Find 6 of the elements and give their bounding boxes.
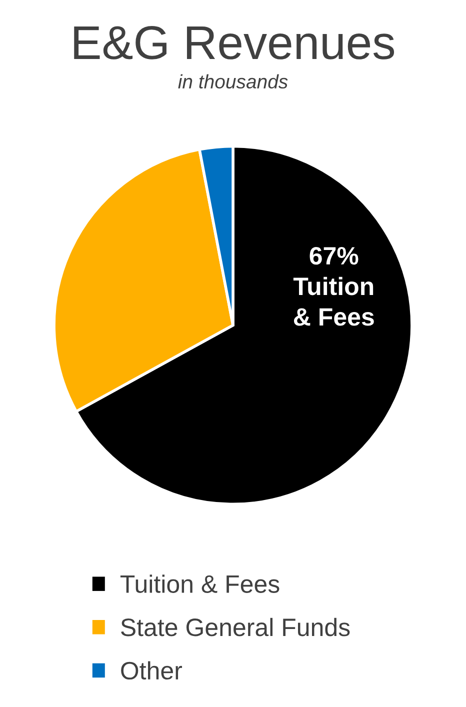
chart-subtitle: in thousands <box>178 74 288 89</box>
legend-label: State General Funds <box>121 618 350 636</box>
legend-label: Other <box>121 661 182 680</box>
data-label: 67% Tuition & Fees <box>293 246 374 326</box>
chart-title: E&G Revenues <box>74 26 394 60</box>
legend-label: Tuition & Fees <box>120 574 280 593</box>
